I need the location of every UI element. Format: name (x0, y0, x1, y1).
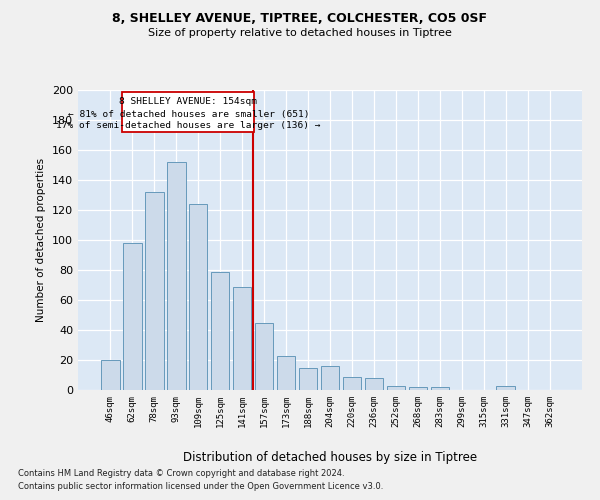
Text: 17% of semi-detached houses are larger (136) →: 17% of semi-detached houses are larger (… (56, 122, 320, 130)
Bar (386, 386, 405, 390)
Text: Distribution of detached houses by size in Tiptree: Distribution of detached houses by size … (183, 451, 477, 464)
Text: Contains HM Land Registry data © Crown copyright and database right 2024.: Contains HM Land Registry data © Crown c… (18, 468, 344, 477)
Bar (365, 378, 383, 390)
Text: ← 81% of detached houses are smaller (651): ← 81% of detached houses are smaller (65… (68, 110, 309, 118)
Bar (409, 387, 427, 390)
Text: Contains public sector information licensed under the Open Government Licence v3: Contains public sector information licen… (18, 482, 383, 491)
Bar (211, 272, 229, 390)
Bar (343, 376, 361, 390)
Bar (496, 386, 515, 390)
Text: 8, SHELLEY AVENUE, TIPTREE, COLCHESTER, CO5 0SF: 8, SHELLEY AVENUE, TIPTREE, COLCHESTER, … (113, 12, 487, 26)
Text: Size of property relative to detached houses in Tiptree: Size of property relative to detached ho… (148, 28, 452, 38)
Bar (145, 192, 164, 390)
Bar (233, 286, 251, 390)
Text: 8 SHELLEY AVENUE: 154sqm: 8 SHELLEY AVENUE: 154sqm (119, 98, 257, 106)
Bar (320, 366, 340, 390)
Bar (277, 356, 295, 390)
Bar (167, 162, 185, 390)
FancyBboxPatch shape (122, 92, 254, 132)
Bar (255, 322, 274, 390)
Bar (123, 243, 142, 390)
Y-axis label: Number of detached properties: Number of detached properties (37, 158, 46, 322)
Bar (189, 204, 208, 390)
Bar (299, 368, 317, 390)
Bar (431, 387, 449, 390)
Bar (101, 360, 119, 390)
